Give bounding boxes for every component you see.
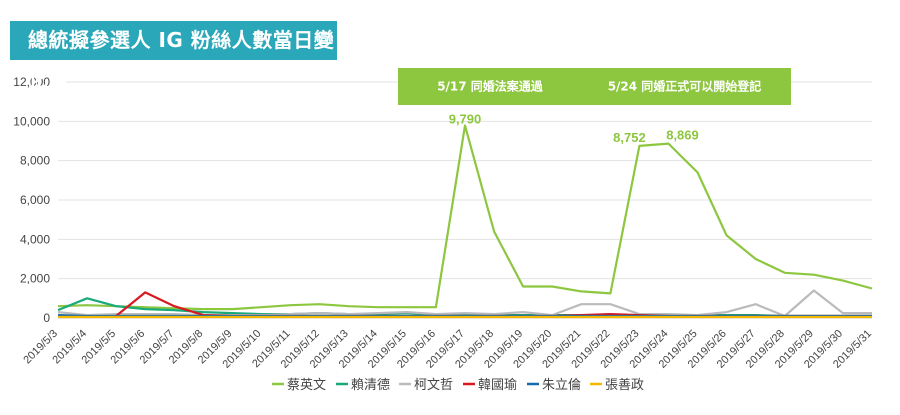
x-axis-ticks: 2019/5/32019/5/42019/5/52019/5/62019/5/7… — [21, 328, 874, 371]
data-label: 8,752 — [613, 130, 646, 145]
y-tick-label: 0 — [43, 311, 50, 325]
series-line-朱立倫 — [57, 314, 872, 318]
annotation-box — [578, 68, 791, 105]
y-tick-label: 2,000 — [20, 272, 50, 286]
y-tick-label: 4,000 — [20, 232, 50, 246]
series-line-蔡英文 — [57, 124, 873, 311]
y-tick-label: 10,000 — [13, 114, 50, 128]
grid — [58, 81, 872, 319]
y-tick-label: 8,000 — [20, 154, 50, 168]
legend-label: 蔡英文 — [287, 378, 326, 393]
legend-label: 張善政 — [605, 377, 644, 393]
y-tick-label: 12,000 — [13, 75, 50, 89]
legend: 蔡英文 賴清德 柯文哲 韓國瑜 朱立倫 張善政 — [272, 377, 644, 393]
annotations: 5/17 同婚法案通過 5/24 同婚正式可以開始登記 — [398, 68, 791, 105]
legend-label: 韓國瑜 — [478, 378, 517, 393]
series-lines — [57, 124, 873, 319]
annotation-box — [398, 68, 582, 105]
legend-label: 柯文哲 — [414, 378, 453, 393]
annotation-text: 5/24 同婚正式可以開始登記 — [608, 79, 762, 94]
data-labels: 9,790 8,752 8,869 — [449, 111, 699, 144]
legend-label: 賴清德 — [351, 378, 390, 393]
annotation-text: 5/17 同婚法案通過 — [437, 79, 544, 94]
legend-label: 朱立倫 — [542, 378, 581, 393]
y-tick-label: 6,000 — [20, 193, 50, 207]
data-label: 9,790 — [449, 111, 482, 126]
y-axis-ticks: 0 2,000 4,000 6,000 8,000 10,000 12,000 — [13, 75, 50, 325]
data-label: 8,869 — [666, 128, 699, 143]
series-line-柯文哲 — [57, 289, 872, 318]
chart-title: 總統擬參選人 IG 粉絲人數當日變化量 — [10, 21, 337, 91]
